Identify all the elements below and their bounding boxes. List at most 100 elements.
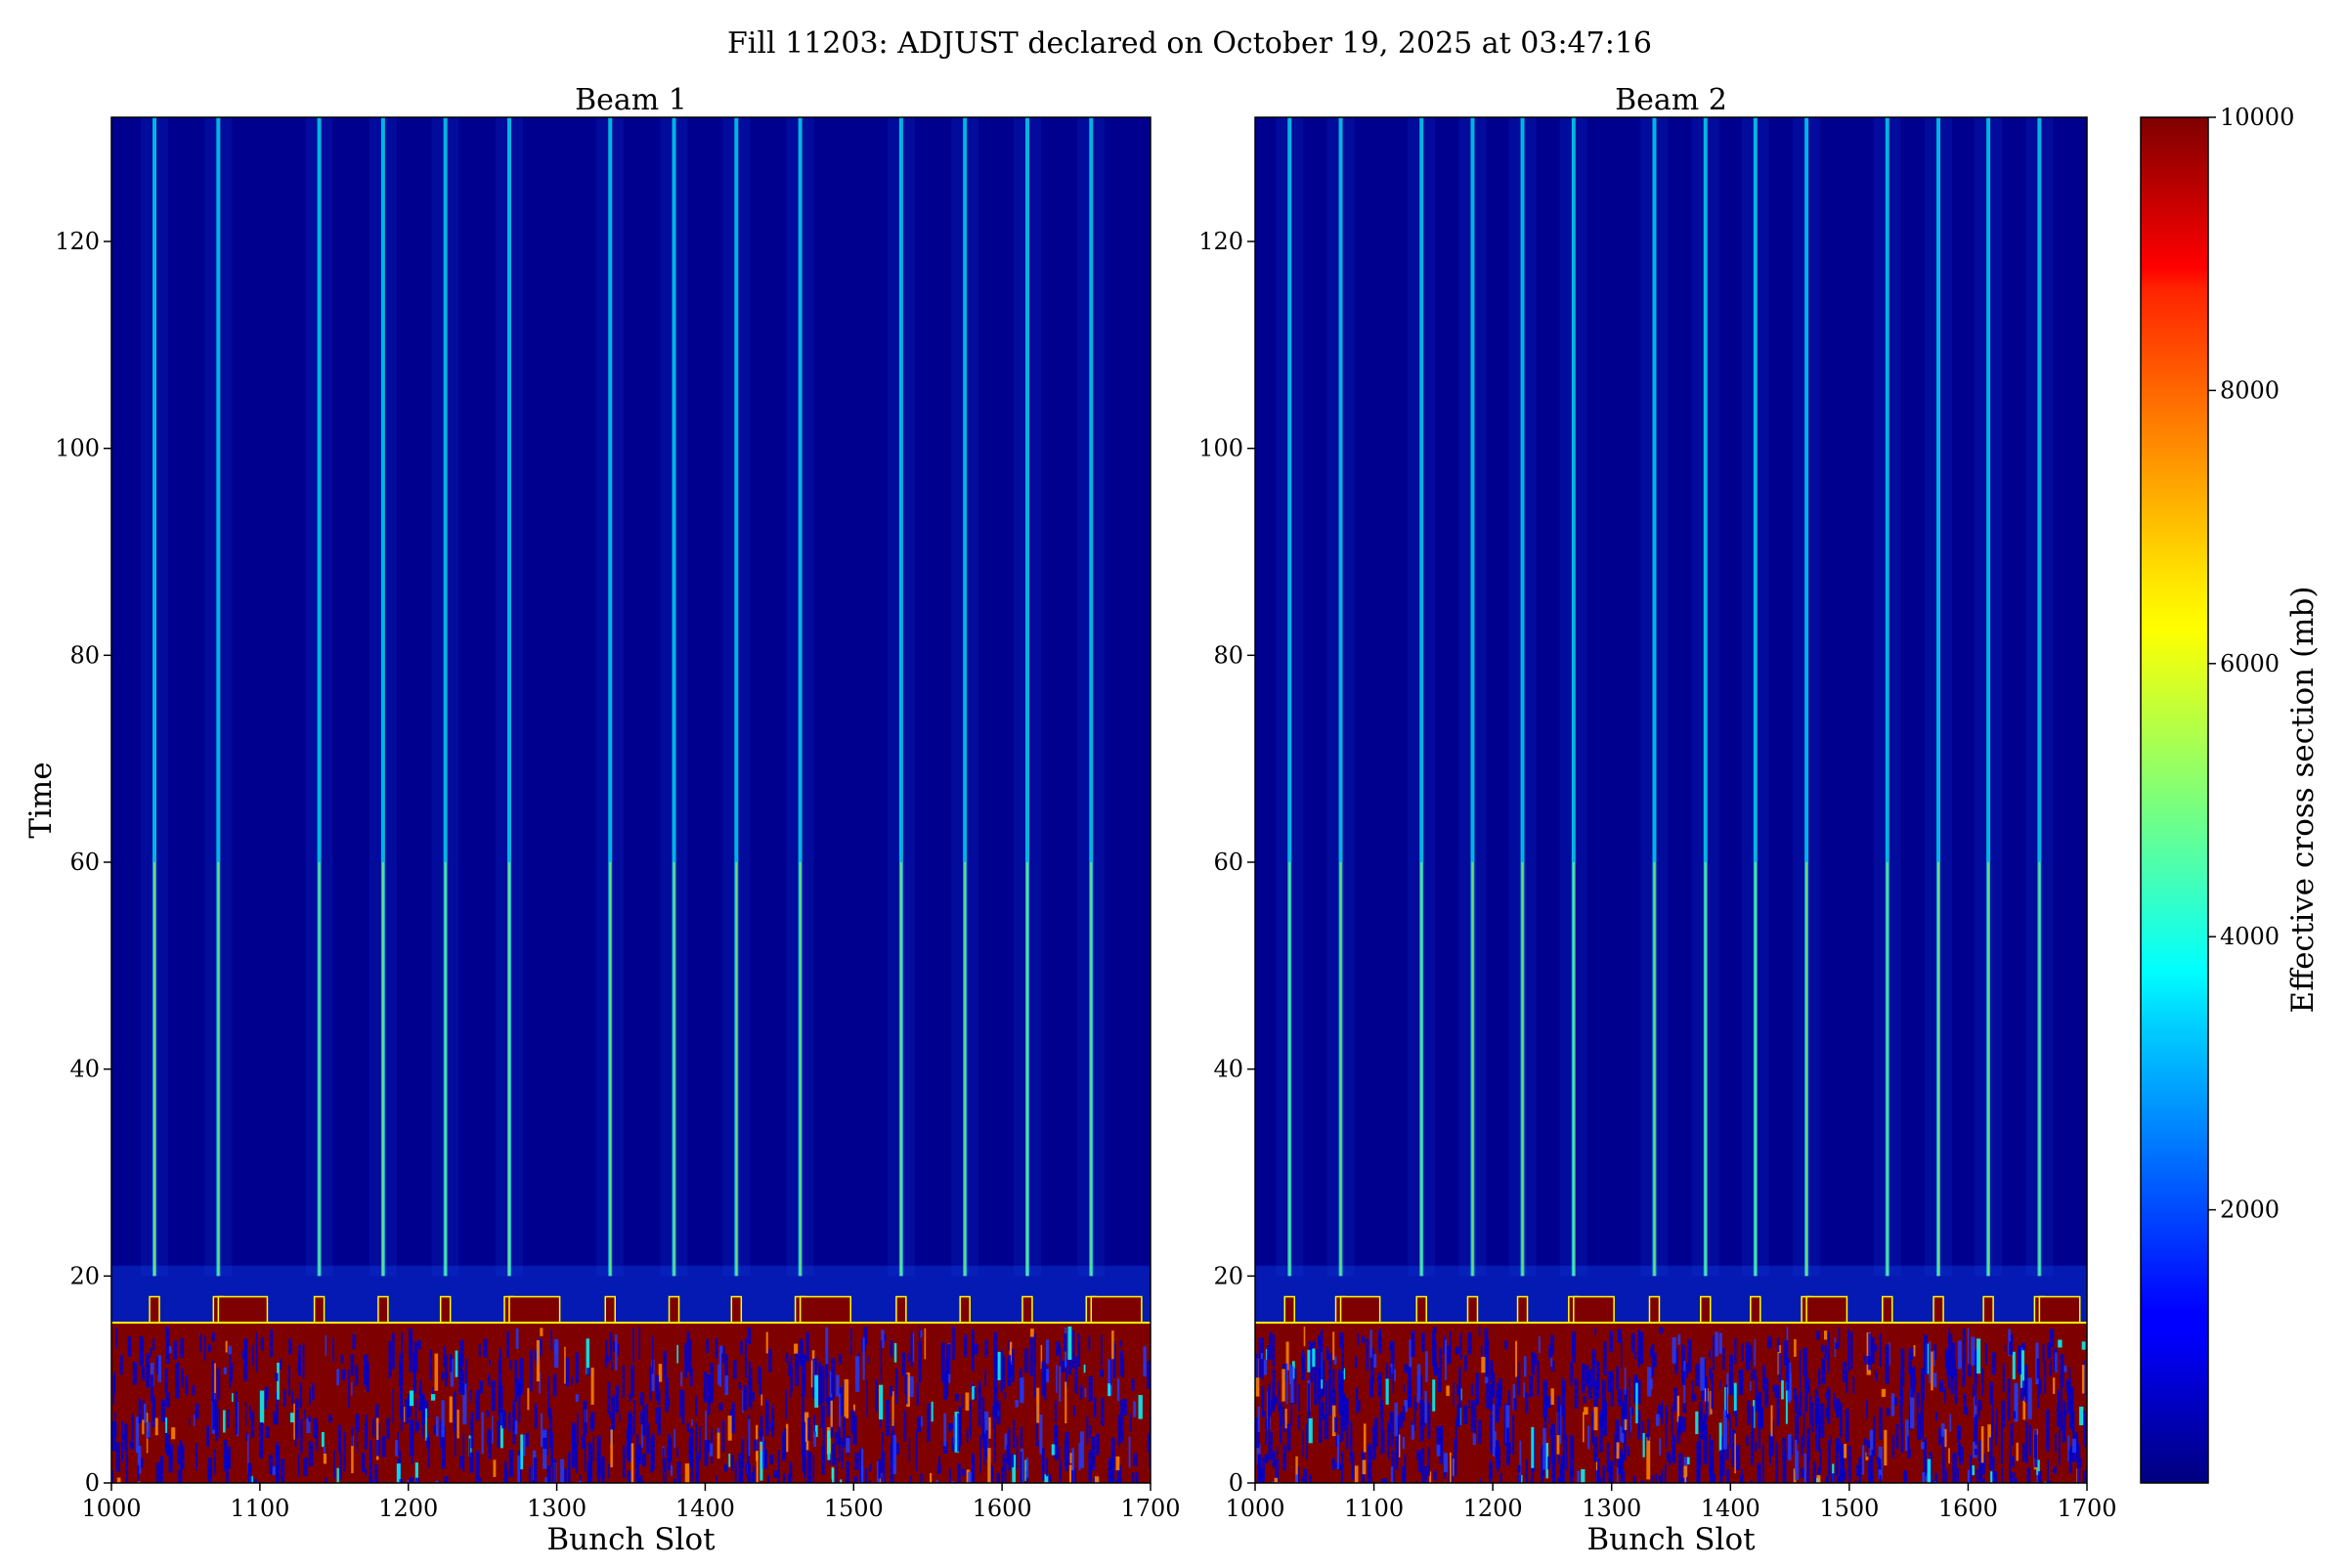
plateau-bump-wide — [1805, 1295, 1848, 1324]
colorbar-tick-label: 6000 — [2220, 650, 2280, 677]
plateau-bump — [439, 1295, 452, 1324]
y-tick-label: 120 — [1198, 228, 1243, 255]
streak-core — [1704, 862, 1707, 1277]
y-tick-label: 20 — [69, 1262, 100, 1289]
streak-line — [1804, 117, 1809, 1277]
streak-line — [898, 117, 903, 1277]
y-tick-label: 100 — [1198, 435, 1243, 462]
plateau-bump — [149, 1295, 160, 1324]
panel-title: Beam 2 — [1615, 83, 1727, 117]
y-tick-label: 0 — [1229, 1469, 1243, 1497]
streak-line — [216, 117, 221, 1277]
streak-core — [318, 862, 321, 1277]
streak-core — [1420, 862, 1423, 1277]
streak-line — [1652, 117, 1657, 1277]
plateau-bump-wide — [217, 1295, 269, 1324]
colorbar: 2000 4000 6000 8000 10000 Effective cross se… — [2140, 104, 2321, 1484]
streak-core — [1471, 862, 1474, 1277]
streak-core — [1805, 862, 1808, 1277]
plateau-bump-wide — [1573, 1295, 1615, 1324]
streak-core — [964, 862, 967, 1277]
streak-line — [2037, 117, 2042, 1277]
x-axis-label: Bunch Slot — [546, 1522, 716, 1557]
x-tick-label: 1500 — [824, 1495, 884, 1522]
y-tick-label: 60 — [69, 849, 100, 876]
plateau-bump-wide — [2038, 1295, 2081, 1324]
x-tick-label: 1700 — [1120, 1495, 1180, 1522]
plateau-bump-wide — [799, 1295, 851, 1324]
x-tick-label: 1200 — [378, 1495, 438, 1522]
streak-core — [673, 862, 675, 1277]
plateau-bump — [1933, 1295, 1944, 1324]
streak-line — [672, 117, 676, 1277]
plateau-bump-wide — [1339, 1295, 1381, 1324]
streak-core — [609, 862, 612, 1277]
plateau-bump — [730, 1295, 743, 1324]
beam-2-panel: Beam 2 1000 1100 1200 1300 1400 1500 1600 1700 0 2… — [1198, 83, 2116, 1557]
streak-line — [1089, 117, 1094, 1277]
streak-line — [1571, 117, 1576, 1277]
streak-core — [1572, 862, 1575, 1277]
streak-core — [735, 862, 738, 1277]
streak-core — [799, 862, 802, 1277]
streak-core — [1987, 862, 1990, 1277]
plot-frame — [1254, 116, 2088, 1484]
streak-line — [1936, 117, 1941, 1277]
streak-core — [2038, 862, 2041, 1277]
plateau-bump — [895, 1295, 907, 1324]
plateau-bump — [1516, 1295, 1529, 1324]
heatmap-cells — [1255, 117, 2087, 1483]
colorbar-gradient — [2140, 116, 2209, 1484]
plateau-bump — [1466, 1295, 1479, 1324]
y-tick-label: 0 — [85, 1469, 100, 1497]
x-tick-label: 1400 — [1701, 1495, 1760, 1522]
x-tick-label: 1000 — [81, 1495, 141, 1522]
transition-band — [1255, 1265, 2087, 1323]
x-tick-label: 1700 — [2057, 1495, 2116, 1522]
streak-core — [1886, 862, 1889, 1277]
x-tick-label: 1200 — [1463, 1495, 1523, 1522]
plateau-bump — [1648, 1295, 1661, 1324]
plateau-bump — [1283, 1295, 1296, 1324]
streak-core — [217, 862, 220, 1277]
streak-line — [1753, 117, 1758, 1277]
streak-core — [1288, 862, 1291, 1277]
streak-line — [317, 117, 322, 1277]
streak-core — [1339, 862, 1342, 1277]
plateau-bump — [1700, 1295, 1712, 1324]
streak-line — [380, 117, 385, 1277]
plateau-bump — [604, 1295, 616, 1324]
chart-title: Fill 11203: ADJUST declared on October 1… — [727, 26, 1652, 61]
colorbar-tick-label: 10000 — [2220, 104, 2294, 131]
y-tick-label: 120 — [55, 228, 100, 255]
plateau-bump — [1882, 1295, 1893, 1324]
x-tick-label: 1300 — [1582, 1495, 1641, 1522]
y-tick-label: 40 — [1213, 1056, 1243, 1083]
streak-line — [1338, 117, 1343, 1277]
streak-core — [444, 862, 447, 1277]
x-tick-label: 1500 — [1819, 1495, 1879, 1522]
streak-core — [1025, 862, 1028, 1277]
noise-speckles — [1255, 1327, 2087, 1483]
streak-line — [1520, 117, 1525, 1277]
streak-line — [1470, 117, 1475, 1277]
colorbar-tick-label: 2000 — [2220, 1197, 2280, 1224]
plateau-bump — [377, 1295, 389, 1324]
beam-1-panel: Beam 1 1000 1100 1200 1300 1400 1500 1600 1700 0 2… — [23, 83, 1181, 1557]
x-tick-label: 1100 — [230, 1495, 289, 1522]
colorbar-tick-label: 8000 — [2220, 376, 2280, 404]
plateau-bump — [313, 1295, 326, 1324]
heatmap-cells — [111, 117, 1151, 1483]
y-axis-label: Time — [23, 762, 59, 838]
x-tick-label: 1600 — [1938, 1495, 1998, 1522]
streak-core — [899, 862, 902, 1277]
streak-core — [1090, 862, 1093, 1277]
streak-line — [1986, 117, 1991, 1277]
y-tick-label: 100 — [55, 435, 100, 462]
x-axis-label: Bunch Slot — [1586, 1522, 1756, 1557]
x-tick-label: 1300 — [527, 1495, 586, 1522]
streak-line — [1287, 117, 1292, 1277]
y-tick-label: 20 — [1213, 1262, 1243, 1289]
streak-line — [443, 117, 448, 1277]
